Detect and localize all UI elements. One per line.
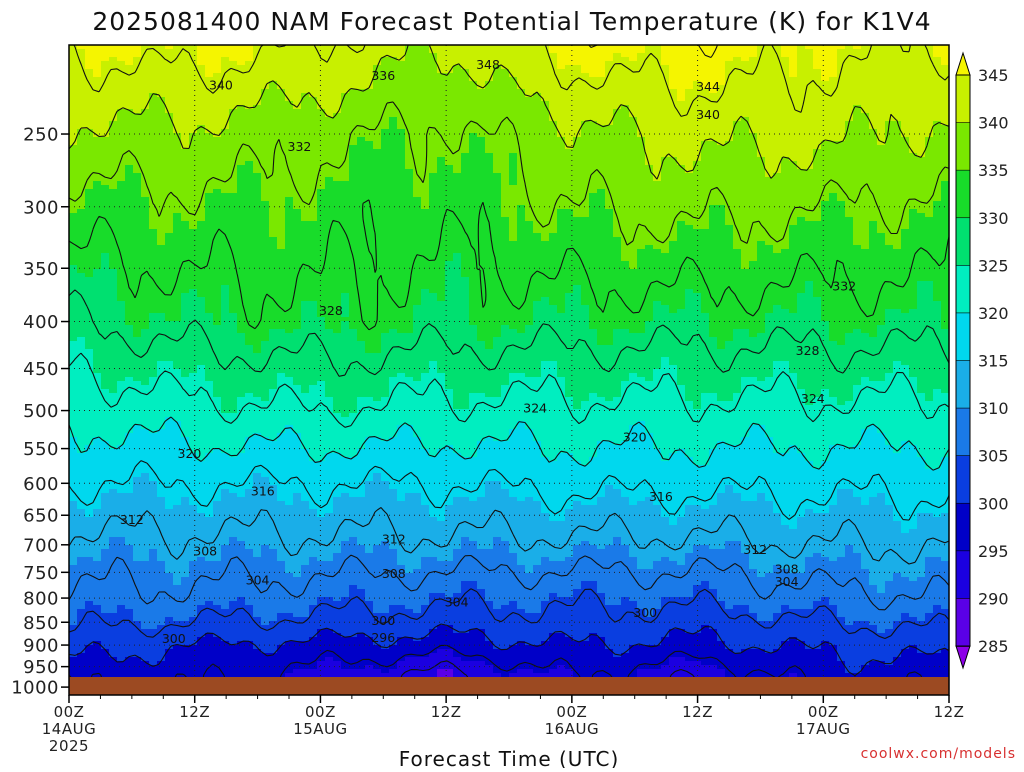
colorbar-label: 295 bbox=[978, 542, 1009, 561]
colorbar-label: 300 bbox=[978, 494, 1009, 513]
y-tick-label: 400 bbox=[23, 312, 59, 333]
contour-label: 316 bbox=[251, 484, 275, 499]
contour-label: 316 bbox=[649, 489, 673, 504]
contour-label: 344 bbox=[696, 79, 720, 94]
contour-label: 304 bbox=[775, 574, 799, 589]
colorbar-swatch bbox=[956, 170, 970, 218]
colorbar-label: 345 bbox=[978, 66, 1009, 85]
colorbar-swatch bbox=[956, 75, 970, 123]
colorbar-swatch bbox=[956, 123, 970, 171]
y-tick-label: 600 bbox=[23, 474, 59, 495]
colorbar-swatch bbox=[956, 313, 970, 361]
contour-label: 328 bbox=[796, 343, 820, 358]
colorbar-swatch bbox=[956, 456, 970, 504]
contour-label: 304 bbox=[445, 595, 469, 610]
contour-label: 296 bbox=[371, 630, 395, 645]
colorbar-label: 290 bbox=[978, 589, 1009, 608]
x-tick-label: 17AUG bbox=[796, 720, 850, 738]
x-tick-label: 00Z bbox=[556, 703, 587, 721]
colorbar-swatch bbox=[956, 218, 970, 266]
y-tick-label: 500 bbox=[23, 401, 59, 422]
y-tick-label: 800 bbox=[23, 589, 59, 610]
x-tick-label: 14AUG bbox=[42, 720, 96, 738]
y-tick-label: 450 bbox=[23, 359, 59, 380]
x-axis-label: Forecast Time (UTC) bbox=[399, 747, 620, 768]
colorbar-swatch bbox=[956, 265, 970, 313]
x-tick-label: 15AUG bbox=[293, 720, 347, 738]
theta-filled-contours bbox=[69, 45, 950, 678]
x-tick-label: 12Z bbox=[179, 703, 210, 721]
credit-link[interactable]: coolwx.com/models bbox=[861, 746, 1016, 762]
chart-title: 2025081400 NAM Forecast Potential Temper… bbox=[92, 7, 931, 36]
y-tick-label: 950 bbox=[23, 657, 59, 678]
contour-label: 324 bbox=[801, 391, 825, 406]
y-tick-label: 350 bbox=[23, 259, 59, 280]
contour-label: 324 bbox=[523, 401, 547, 416]
y-tick-label: 250 bbox=[23, 125, 59, 146]
contour-label: 308 bbox=[382, 566, 406, 581]
contour-label: 336 bbox=[371, 68, 395, 83]
contour-label: 304 bbox=[246, 573, 270, 588]
colorbar-swatch bbox=[956, 503, 970, 551]
colorbar-label: 305 bbox=[978, 447, 1009, 466]
y-tick-label: 1000 bbox=[11, 678, 59, 699]
colorbar-label: 310 bbox=[978, 399, 1009, 418]
contour-label: 300 bbox=[633, 605, 657, 620]
y-tick-label: 550 bbox=[23, 439, 59, 460]
colorbar-swatch bbox=[956, 408, 970, 456]
colorbar-label: 315 bbox=[978, 352, 1009, 371]
colorbar-swatch bbox=[956, 598, 970, 646]
y-tick-label: 700 bbox=[23, 535, 59, 556]
contour-label: 332 bbox=[832, 279, 856, 294]
x-tick-label: 2025 bbox=[49, 737, 89, 755]
contour-label: 312 bbox=[382, 532, 406, 547]
y-tick-label: 650 bbox=[23, 506, 59, 527]
contour-label: 308 bbox=[193, 544, 217, 559]
y-tick-label: 900 bbox=[23, 636, 59, 657]
contour-label: 340 bbox=[209, 77, 233, 92]
contour-label: 320 bbox=[623, 429, 647, 444]
contour-label: 320 bbox=[178, 446, 202, 461]
colorbar-swatch bbox=[956, 551, 970, 599]
x-tick-label: 12Z bbox=[431, 703, 462, 721]
x-tick-label: 00Z bbox=[808, 703, 839, 721]
x-tick-label: 12Z bbox=[682, 703, 713, 721]
x-tick-label: 12Z bbox=[934, 703, 965, 721]
colorbar-label: 330 bbox=[978, 209, 1009, 228]
y-tick-label: 750 bbox=[23, 563, 59, 584]
colorbar-swatch bbox=[956, 361, 970, 409]
colorbar-label: 340 bbox=[978, 114, 1009, 133]
y-tick-label: 850 bbox=[23, 613, 59, 634]
x-tick-label: 00Z bbox=[54, 703, 85, 721]
colorbar-label: 285 bbox=[978, 637, 1009, 656]
contour-label: 328 bbox=[319, 303, 343, 318]
contour-label: 348 bbox=[476, 57, 500, 72]
contour-label: 312 bbox=[743, 542, 767, 557]
contour-label: 340 bbox=[696, 107, 720, 122]
contour-label: 332 bbox=[288, 139, 312, 154]
colorbar-label: 320 bbox=[978, 304, 1009, 323]
y-tick-label: 300 bbox=[23, 197, 59, 218]
contour-label: 300 bbox=[162, 631, 186, 646]
contour-label: 300 bbox=[371, 613, 395, 628]
colorbar-label: 325 bbox=[978, 256, 1009, 275]
ground-surface bbox=[69, 677, 949, 695]
colorbar-label: 335 bbox=[978, 161, 1009, 180]
contour-label: 312 bbox=[120, 512, 144, 527]
x-tick-label: 00Z bbox=[305, 703, 336, 721]
x-tick-label: 16AUG bbox=[545, 720, 599, 738]
